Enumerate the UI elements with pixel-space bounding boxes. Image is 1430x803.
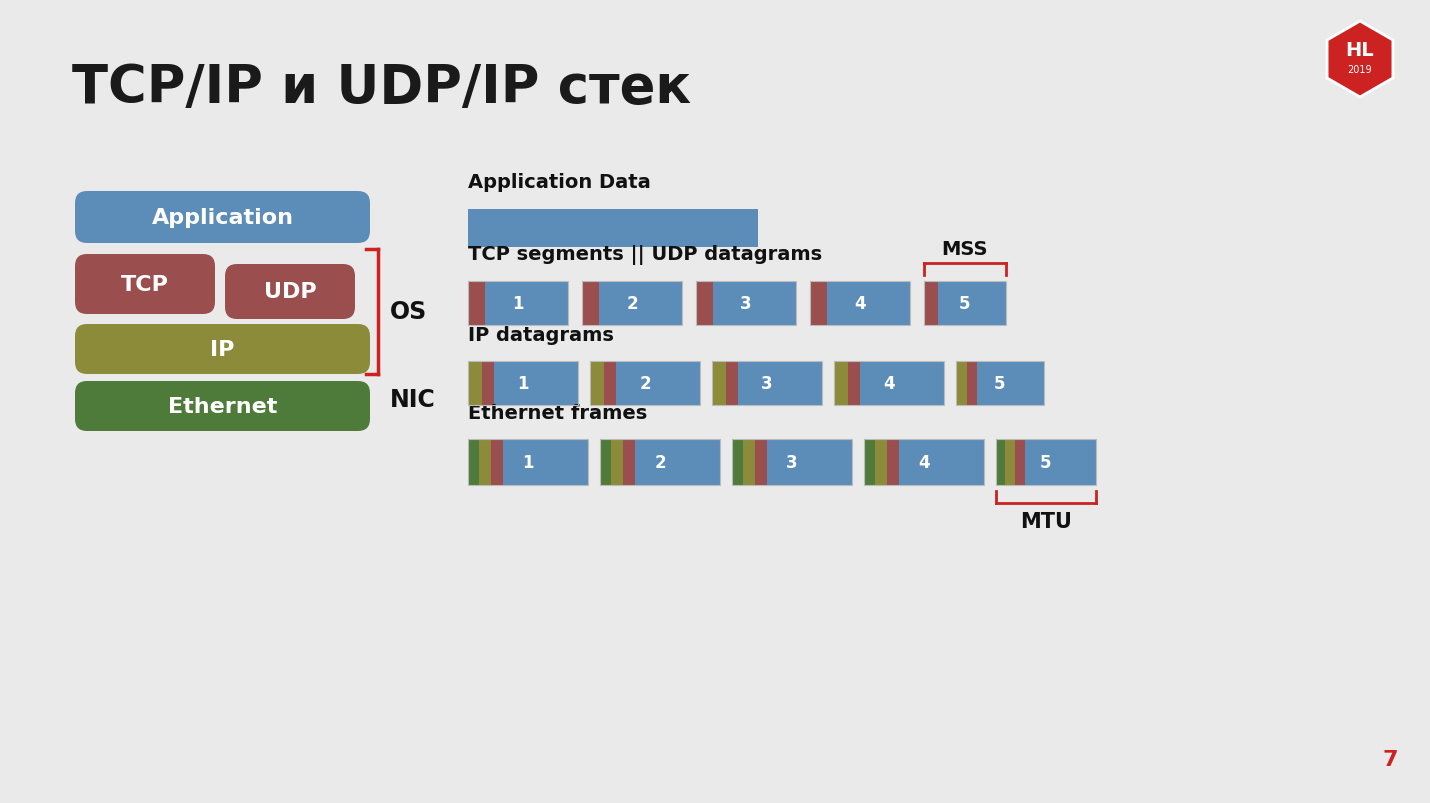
- Bar: [616, 361, 701, 406]
- Text: Application: Application: [152, 208, 293, 228]
- Bar: [611, 439, 623, 485]
- Text: 1: 1: [512, 295, 523, 312]
- Bar: [582, 282, 599, 325]
- Text: 5: 5: [960, 295, 971, 312]
- Bar: [635, 439, 719, 485]
- Bar: [957, 361, 1044, 406]
- Text: 4: 4: [884, 374, 895, 393]
- FancyBboxPatch shape: [74, 381, 370, 431]
- Bar: [582, 282, 682, 325]
- Bar: [848, 361, 861, 406]
- Text: 3: 3: [741, 295, 752, 312]
- Bar: [738, 361, 822, 406]
- Bar: [957, 361, 968, 406]
- Bar: [997, 439, 1095, 485]
- Bar: [1015, 439, 1025, 485]
- Bar: [468, 439, 588, 485]
- Text: TCP: TCP: [122, 275, 169, 295]
- Bar: [601, 439, 719, 485]
- Text: NIC: NIC: [390, 388, 436, 411]
- Text: HL: HL: [1346, 40, 1374, 59]
- Bar: [732, 439, 742, 485]
- Bar: [742, 439, 755, 485]
- Text: MSS: MSS: [942, 240, 988, 259]
- Bar: [495, 361, 578, 406]
- FancyBboxPatch shape: [74, 324, 370, 374]
- FancyBboxPatch shape: [74, 255, 214, 315]
- Text: 3: 3: [761, 374, 772, 393]
- Bar: [827, 282, 909, 325]
- Text: MTU: MTU: [1020, 512, 1072, 532]
- Bar: [714, 282, 797, 325]
- Bar: [766, 439, 852, 485]
- FancyBboxPatch shape: [74, 192, 370, 243]
- Bar: [924, 282, 938, 325]
- Bar: [861, 361, 944, 406]
- Bar: [1005, 439, 1015, 485]
- Bar: [924, 282, 1005, 325]
- Text: 1: 1: [518, 374, 529, 393]
- Bar: [468, 361, 578, 406]
- Bar: [468, 439, 479, 485]
- Bar: [864, 439, 984, 485]
- Bar: [977, 361, 1044, 406]
- Bar: [490, 439, 503, 485]
- Bar: [875, 439, 887, 485]
- Text: 7: 7: [1383, 749, 1397, 769]
- Bar: [809, 282, 827, 325]
- Bar: [696, 282, 797, 325]
- Bar: [732, 439, 852, 485]
- Bar: [601, 439, 611, 485]
- Text: 2: 2: [626, 295, 638, 312]
- Text: IP datagrams: IP datagrams: [468, 325, 613, 344]
- Bar: [938, 282, 1005, 325]
- Text: UDP: UDP: [263, 282, 316, 302]
- Bar: [468, 282, 485, 325]
- Bar: [696, 282, 714, 325]
- Text: 2: 2: [654, 454, 666, 471]
- Text: TCP/IP и UDP/IP стек: TCP/IP и UDP/IP стек: [72, 62, 691, 114]
- Bar: [899, 439, 984, 485]
- Bar: [887, 439, 899, 485]
- Text: 2019: 2019: [1347, 65, 1373, 75]
- Text: TCP segments || UDP datagrams: TCP segments || UDP datagrams: [468, 245, 822, 265]
- Text: Ethernet frames: Ethernet frames: [468, 403, 648, 422]
- Bar: [834, 361, 944, 406]
- FancyBboxPatch shape: [225, 265, 355, 320]
- Bar: [1025, 439, 1095, 485]
- Bar: [479, 439, 490, 485]
- Bar: [712, 361, 822, 406]
- Bar: [468, 361, 482, 406]
- Text: 1: 1: [522, 454, 533, 471]
- Bar: [623, 439, 635, 485]
- Bar: [834, 361, 848, 406]
- Bar: [712, 361, 726, 406]
- Text: OS: OS: [390, 300, 428, 324]
- Bar: [482, 361, 495, 406]
- Text: 5: 5: [1040, 454, 1051, 471]
- Bar: [503, 439, 588, 485]
- Bar: [591, 361, 701, 406]
- Text: Application Data: Application Data: [468, 173, 651, 192]
- Text: 4: 4: [918, 454, 930, 471]
- Bar: [468, 210, 758, 247]
- Bar: [968, 361, 977, 406]
- Text: Ethernet: Ethernet: [167, 397, 277, 417]
- Text: 3: 3: [787, 454, 798, 471]
- Text: 2: 2: [639, 374, 651, 393]
- Bar: [468, 282, 568, 325]
- Polygon shape: [1327, 22, 1393, 98]
- Bar: [755, 439, 766, 485]
- Bar: [726, 361, 738, 406]
- Text: IP: IP: [210, 340, 235, 360]
- Text: 4: 4: [854, 295, 865, 312]
- Bar: [809, 282, 909, 325]
- Bar: [997, 439, 1005, 485]
- Bar: [864, 439, 875, 485]
- Bar: [485, 282, 568, 325]
- Bar: [591, 361, 605, 406]
- Bar: [605, 361, 616, 406]
- Bar: [599, 282, 682, 325]
- Text: 5: 5: [994, 374, 1005, 393]
